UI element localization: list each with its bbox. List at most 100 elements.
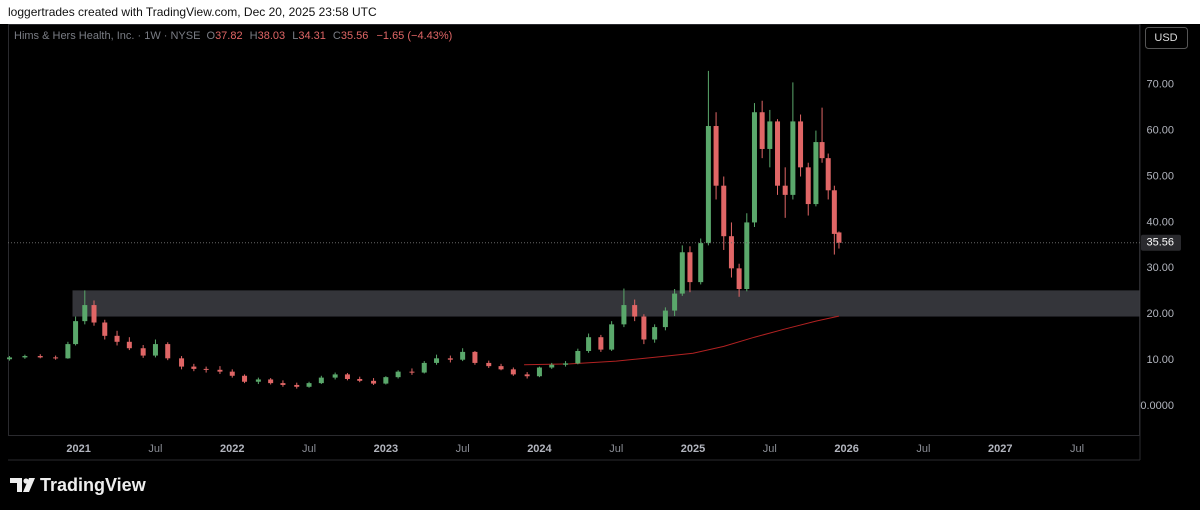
- candle-body: [357, 378, 363, 381]
- candle: [751, 103, 757, 228]
- candle: [662, 307, 668, 331]
- candle: [280, 380, 286, 387]
- candle-body: [524, 374, 530, 377]
- candle-body: [498, 366, 504, 370]
- candle: [687, 246, 693, 293]
- candle-body: [472, 351, 478, 363]
- y-tick-label: 0.0000: [1140, 400, 1174, 412]
- x-tick-label: Jul: [1070, 443, 1084, 455]
- candle: [7, 356, 13, 361]
- x-tick-label: 2025: [681, 443, 705, 455]
- candle-body: [813, 142, 819, 205]
- candle: [140, 345, 146, 358]
- y-tick-label: 10.00: [1146, 354, 1174, 366]
- legend: Hims & Hers Health, Inc. · 1W · NYSE O37…: [14, 30, 452, 42]
- candle-body: [698, 243, 704, 283]
- x-tick-label: 2021: [66, 443, 90, 455]
- candle: [575, 348, 581, 365]
- candle: [524, 372, 530, 379]
- candle: [621, 288, 627, 328]
- last-price-label: 35.56: [1146, 237, 1174, 249]
- candle: [22, 354, 28, 359]
- x-tick-label: 2023: [374, 443, 398, 455]
- x-tick-label: Jul: [763, 443, 777, 455]
- candle-body: [662, 310, 668, 328]
- candle: [721, 176, 727, 250]
- currency-button[interactable]: [1145, 27, 1188, 49]
- candle-body: [609, 324, 615, 350]
- candle: [102, 319, 108, 340]
- candle-body: [53, 357, 59, 359]
- legend-label: O: [207, 30, 216, 42]
- candle: [609, 321, 615, 351]
- candle: [679, 245, 685, 296]
- candle: [242, 374, 248, 384]
- candle: [126, 337, 132, 351]
- header-text: loggertrades created with TradingView.co…: [8, 5, 377, 19]
- x-tick-label: 2026: [834, 443, 858, 455]
- x-tick-label: Jul: [916, 443, 930, 455]
- candle-body: [409, 371, 415, 373]
- candle-body: [621, 305, 627, 325]
- candle-body: [767, 121, 773, 149]
- candle-body: [255, 379, 261, 382]
- candle: [798, 114, 804, 177]
- candle-body: [383, 377, 389, 384]
- candle-body: [229, 371, 235, 376]
- legend-value: 37.82: [215, 30, 243, 42]
- y-tick-label: 50.00: [1146, 170, 1174, 182]
- candle-body: [421, 362, 427, 373]
- candle: [371, 378, 377, 385]
- candle: [767, 109, 773, 168]
- x-tick-label: 2022: [220, 443, 244, 455]
- candle: [395, 370, 401, 379]
- candle-body: [687, 252, 693, 283]
- candle-body: [549, 364, 555, 368]
- candle: [179, 356, 185, 370]
- candle: [421, 361, 427, 374]
- candle: [306, 381, 312, 388]
- candle-body: [91, 305, 97, 323]
- candle-body: [652, 327, 658, 340]
- candle: [344, 373, 350, 381]
- candle: [409, 368, 415, 375]
- candle: [825, 153, 831, 200]
- candle-body: [790, 121, 796, 195]
- last-price-tag: [1141, 234, 1181, 251]
- candle-body: [728, 236, 734, 269]
- candle-body: [641, 316, 647, 340]
- candle: [460, 348, 466, 362]
- candle-body: [102, 322, 108, 336]
- candle-body: [447, 358, 453, 360]
- candle-body: [575, 350, 581, 364]
- candle-body: [179, 358, 185, 367]
- x-tick-label: Jul: [148, 443, 162, 455]
- candle-body: [37, 356, 43, 358]
- candle-body: [114, 335, 120, 342]
- candle: [217, 366, 223, 374]
- candle: [836, 231, 842, 249]
- legend-name: Hims & Hers Health, Inc. · 1W · NYSE: [14, 30, 200, 42]
- candle-body: [759, 112, 765, 149]
- candle-body: [805, 167, 811, 205]
- candle: [434, 354, 440, 365]
- x-tick-label: Jul: [609, 443, 623, 455]
- candle: [819, 107, 825, 163]
- candle-body: [191, 366, 197, 369]
- legend-label: C: [333, 30, 341, 42]
- candle-body: [73, 321, 79, 345]
- candle: [672, 288, 678, 317]
- candle-body: [713, 126, 719, 186]
- candle-body: [819, 142, 825, 159]
- candle-body: [7, 357, 13, 360]
- candle: [114, 330, 120, 346]
- candle: [736, 263, 742, 297]
- candle-body: [371, 380, 377, 384]
- candle: [790, 82, 796, 200]
- candle-body: [536, 367, 542, 377]
- candle-body: [332, 374, 338, 378]
- candle-body: [82, 305, 88, 322]
- candle: [332, 372, 338, 380]
